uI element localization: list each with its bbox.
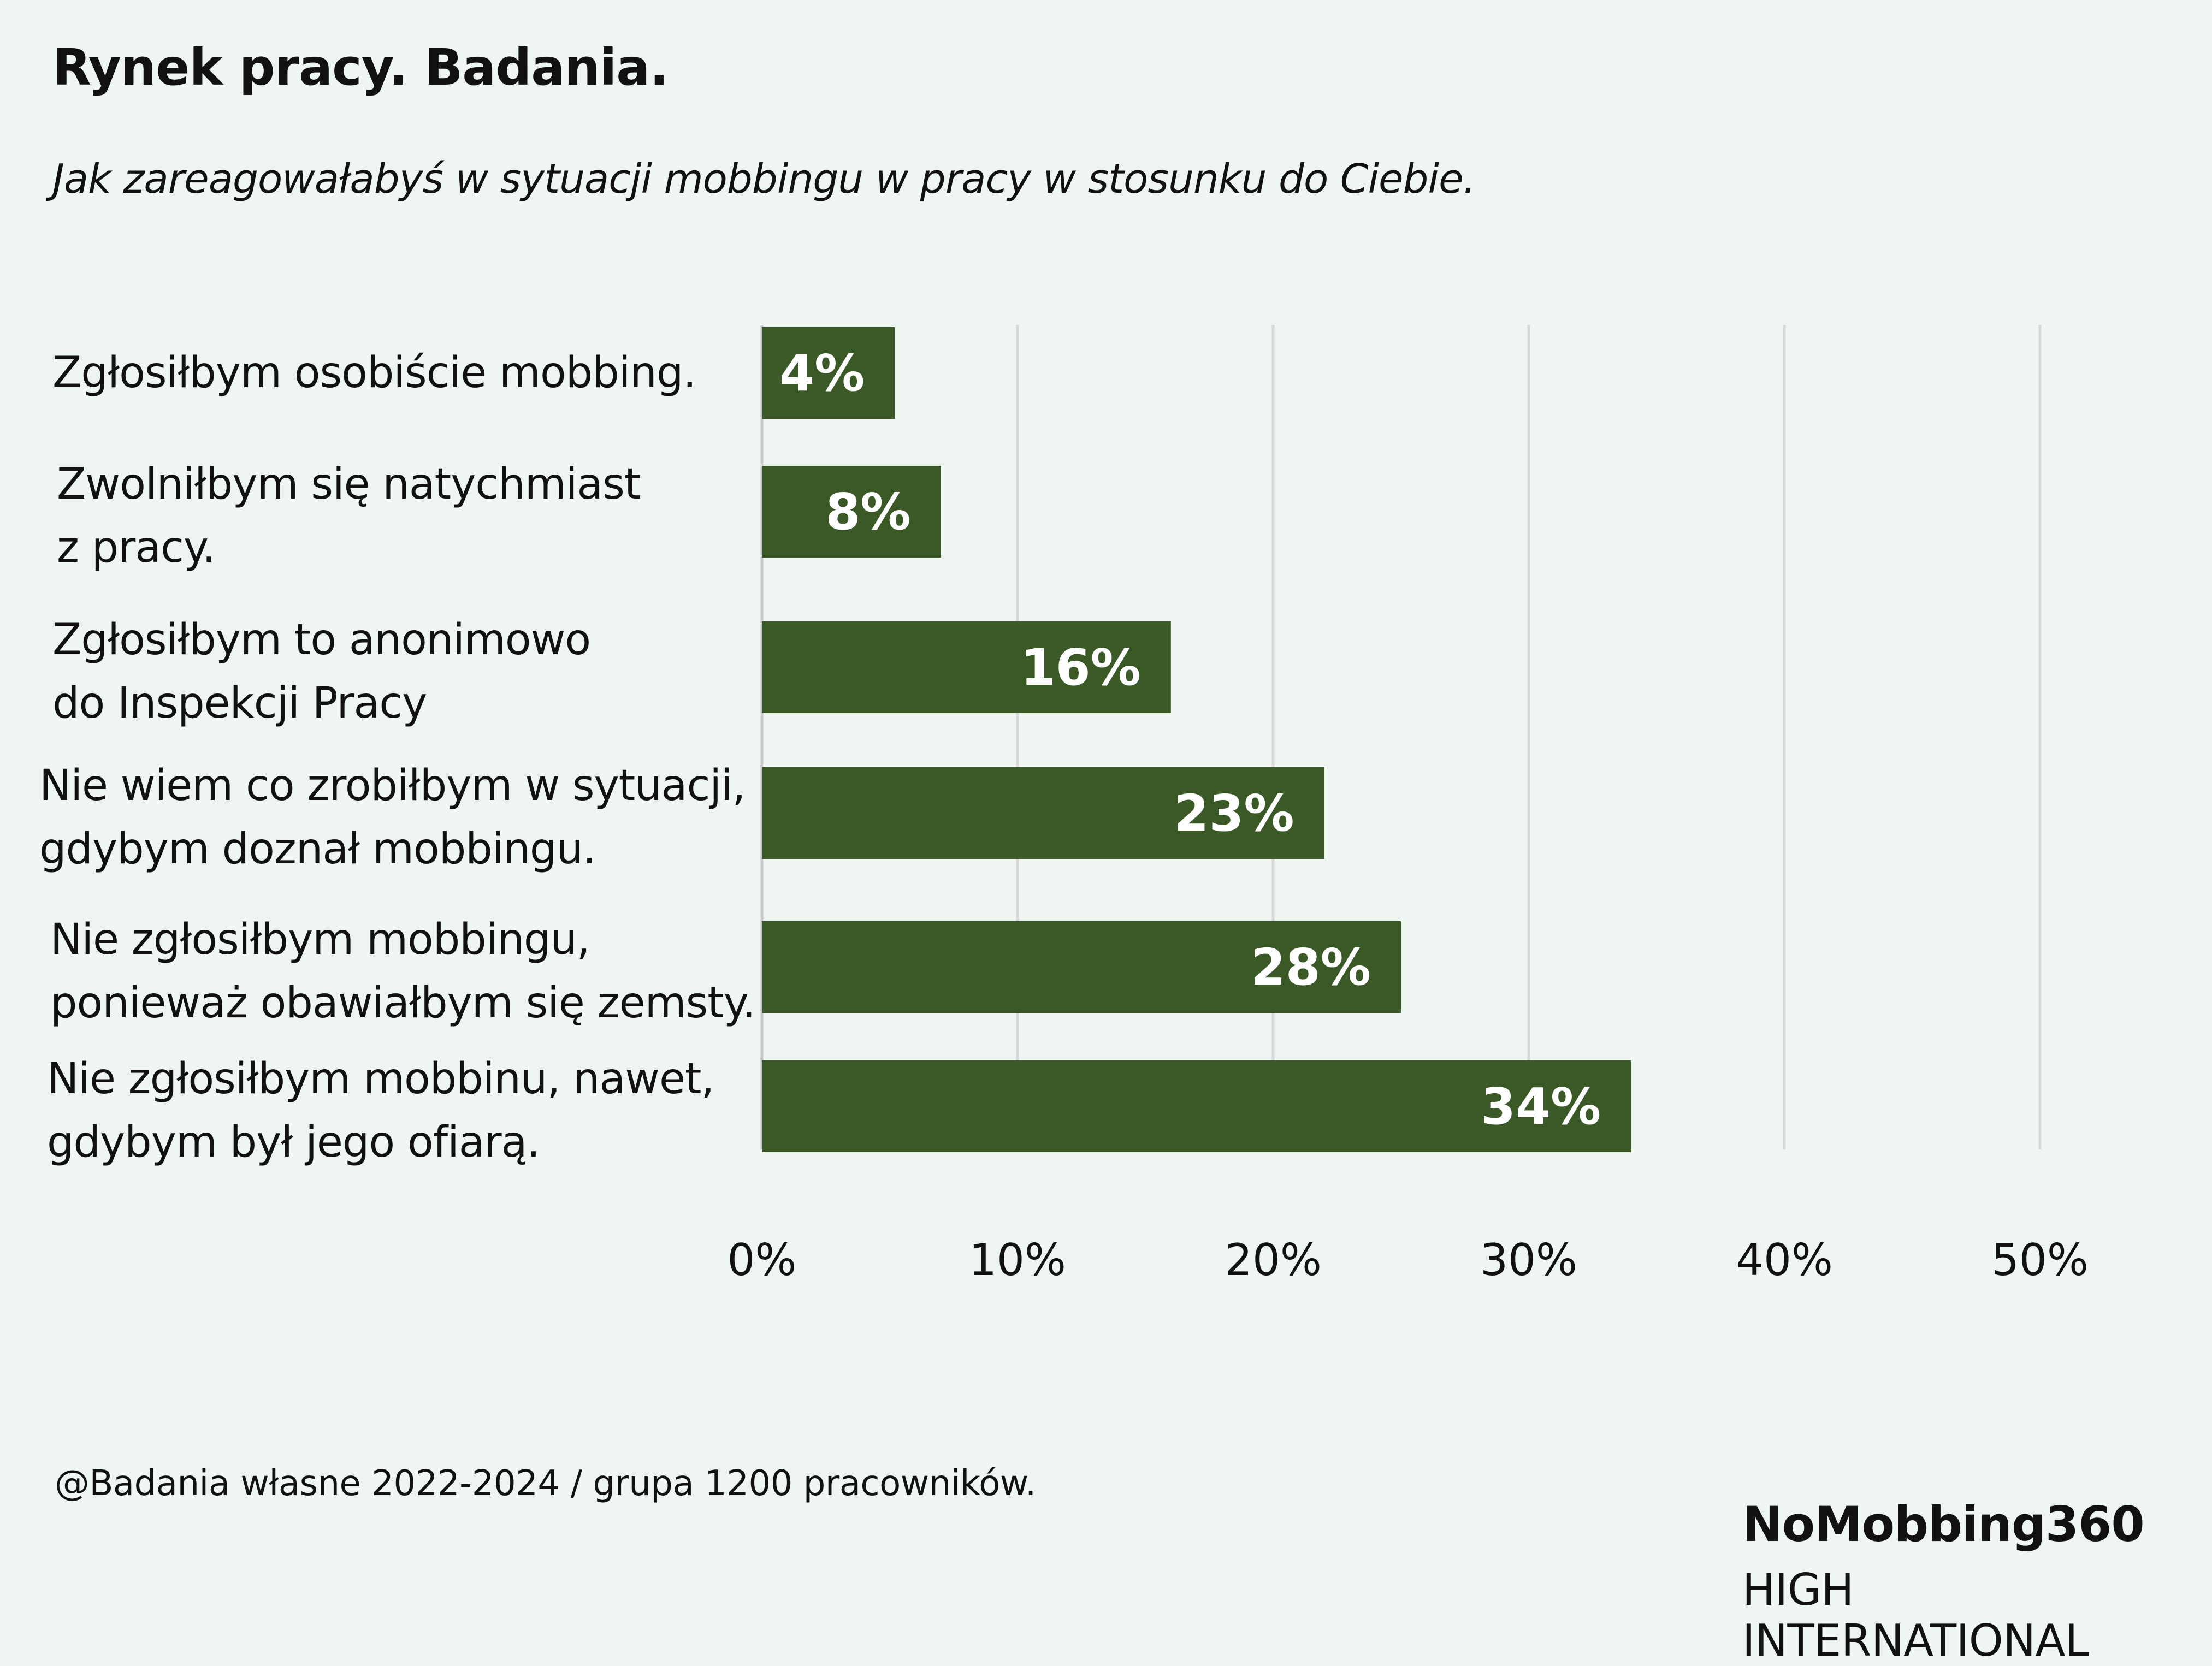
category-label-line: do Inspekcji Pracy — [52, 679, 427, 728]
bar-6 — [762, 1060, 1631, 1152]
category-label-2: Zwolniłbym się natychmiast z pracy. — [57, 453, 641, 579]
category-label-1: Zgłosiłbym osobiście mobbing. — [52, 341, 696, 405]
category-label-line: Zgłosiłbym osobiście mobbing. — [52, 348, 696, 398]
brand-tagline: HIGH INTERNATIONAL — [1742, 1564, 2089, 1666]
bar-4 — [762, 767, 1324, 859]
category-label-line: z pracy. — [57, 523, 216, 572]
data-label-5: 28% — [1251, 938, 1371, 997]
x-tick-label: 30% — [1480, 1235, 1577, 1285]
x-tick-label: 20% — [1225, 1235, 1322, 1285]
data-label-3: 16% — [1021, 638, 1141, 697]
data-label-1: 4% — [779, 344, 865, 402]
bar-3 — [762, 621, 1171, 713]
x-tick-label: 50% — [1991, 1235, 2089, 1285]
category-label-line: Zgłosiłbym to anonimowo — [52, 615, 591, 665]
bar-1 — [762, 327, 895, 419]
chart-title: Rynek pracy. Badania. — [52, 38, 669, 97]
category-label-4: Nie wiem co zrobiłbym w sytuacji, gdybym … — [39, 754, 746, 881]
category-label-line: gdybym był jego ofiarą. — [47, 1118, 540, 1167]
data-label-6: 34% — [1481, 1077, 1601, 1136]
category-label-3: Zgłosiłbym to anonimowo do Inspekcji Prac… — [52, 608, 591, 735]
chart-subtitle: Jak zareagowałabyś w sytuacji mobbingu w… — [52, 156, 1476, 203]
category-label-line: Zwolniłbym się natychmiast — [57, 460, 641, 509]
category-label-line: Nie zgłosiłbym mobbinu, nawet, — [47, 1054, 714, 1104]
brand-name: NoMobbing360 — [1742, 1496, 2145, 1552]
x-tick-label: 40% — [1736, 1235, 1833, 1285]
category-label-line: ponieważ obawiałbym się zemsty. — [50, 979, 756, 1028]
category-label-line: gdybym doznał mobbingu. — [39, 825, 596, 874]
source-note: @Badania własne 2022-2024 / grupa 1200 p… — [55, 1463, 1036, 1504]
bar-2 — [762, 466, 941, 558]
x-tick-label: 0% — [728, 1235, 797, 1285]
bar-5 — [762, 921, 1401, 1013]
category-label-line: Nie zgłosiłbym mobbingu, — [50, 915, 590, 964]
data-label-2: 8% — [825, 483, 910, 541]
category-label-line: Nie wiem co zrobiłbym w sytuacji, — [39, 761, 746, 810]
category-label-5: Nie zgłosiłbym mobbingu, ponieważ obawiał… — [50, 908, 756, 1035]
data-label-4: 23% — [1174, 784, 1294, 843]
category-label-6: Nie zgłosiłbym mobbinu, nawet, gdybym był… — [47, 1047, 714, 1174]
x-tick-label: 10% — [969, 1235, 1066, 1285]
bar-chart: 0% 10% 20% 30% 40% 50% 4% 8% 16% 23% 28% 34% — [728, 325, 2089, 1285]
